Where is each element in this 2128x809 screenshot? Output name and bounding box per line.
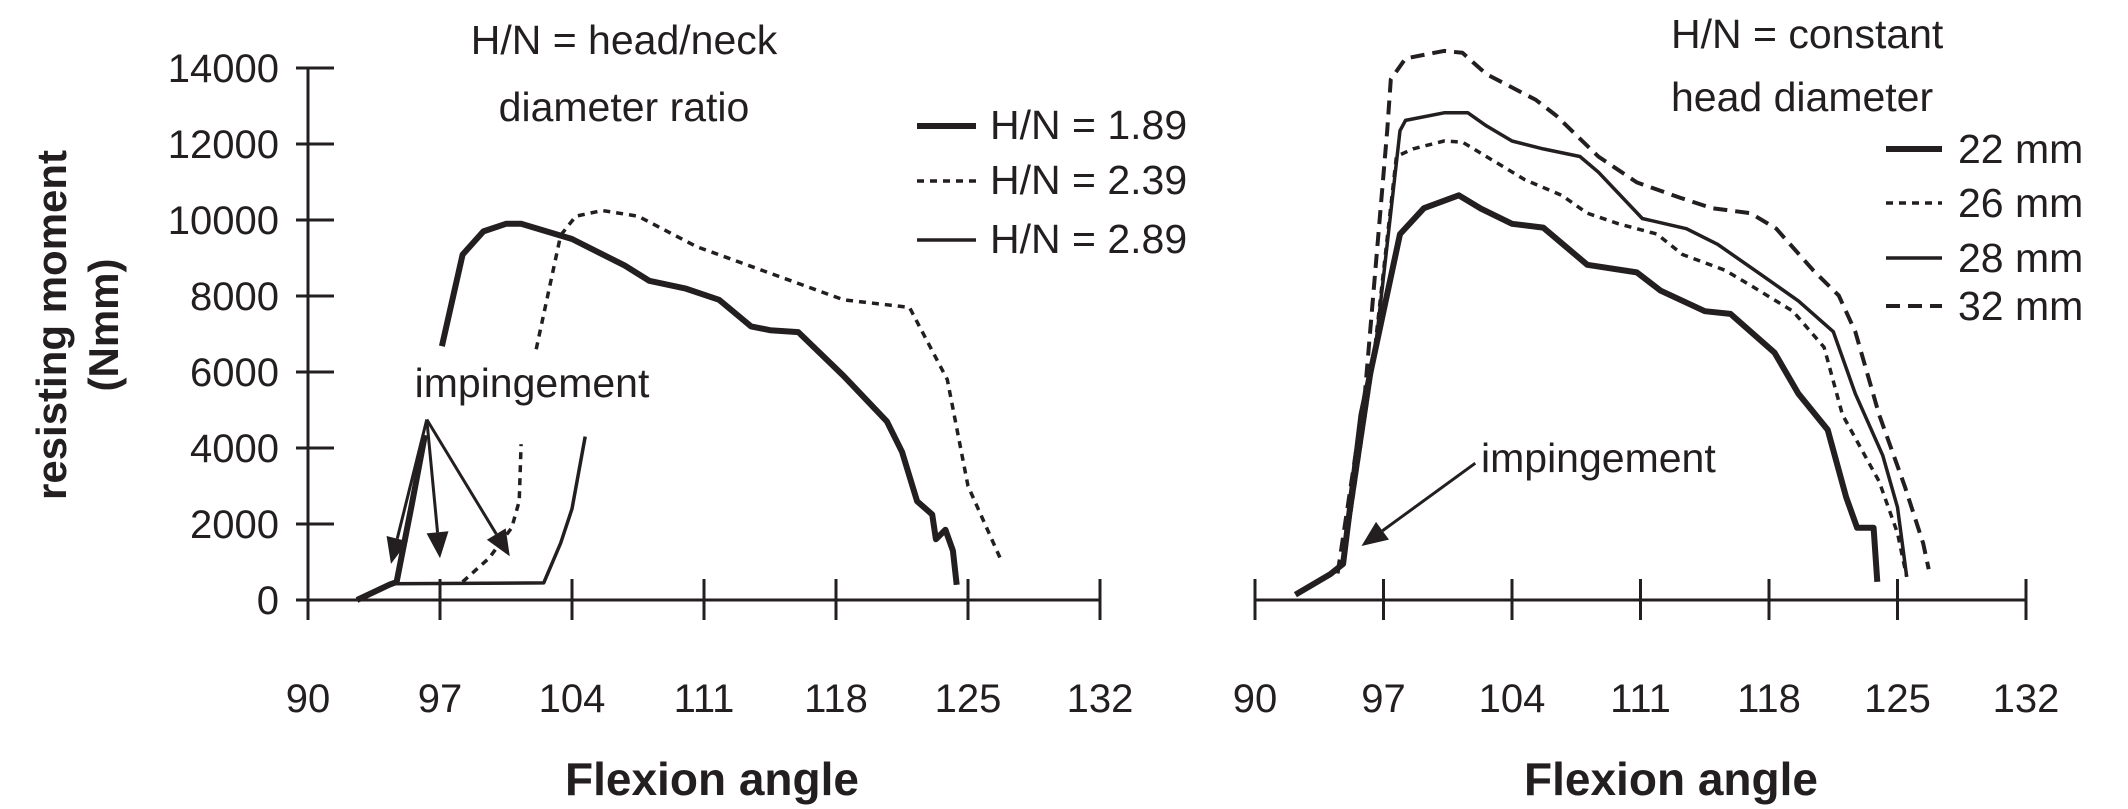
left-title-line-1: H/N = head/neck (471, 17, 778, 63)
legend-label-32mm: 32 mm (1958, 283, 2083, 329)
y-tick-label: 2000 (190, 503, 279, 547)
x-tick-label: 97 (418, 677, 463, 721)
series-h-n-1_89-line (438, 220, 960, 586)
left-title-line-2: diameter ratio (499, 84, 750, 130)
y-tick-label: 0 (257, 579, 279, 623)
x-tick-label: 125 (1864, 677, 1931, 721)
legend-label-28mm: 28 mm (1958, 235, 2083, 281)
y-axis-label-line-2: (Nmm) (80, 259, 127, 392)
x-tick-label: 111 (1610, 677, 1671, 721)
impingement-arrow-shaft (395, 419, 429, 540)
left-series (355, 208, 1004, 603)
series-h-n-2_89-line (389, 436, 587, 586)
left-x-axis-label: Flexion angle (565, 753, 859, 805)
y-tick-label: 6000 (190, 351, 279, 395)
right-title-line-1: H/N = constant (1671, 11, 1944, 57)
impingement-arrow-head (486, 528, 510, 557)
x-tick-label: 118 (1737, 677, 1801, 721)
legend-label-26mm: 26 mm (1958, 180, 2083, 226)
impingement-arrow-shaft (425, 419, 440, 533)
y-axis-label: resisting moment (Nmm) (28, 150, 127, 500)
right-title-line-2: head diameter (1671, 74, 1933, 120)
y-tick-label: 8000 (190, 275, 279, 319)
left-legend: H/N = 1.89 H/N = 2.39 H/N = 2.89 (917, 102, 1187, 262)
left-chart: H/N = head/neck diameter ratio resisting… (28, 17, 1187, 805)
right-legend: 22 mm 26 mm 28 mm 32 mm (1886, 126, 2083, 329)
legend-label-1.89: H/N = 1.89 (990, 102, 1187, 148)
left-impingement-annotation: impingement (415, 360, 650, 406)
y-tick-label: 10000 (168, 199, 279, 243)
x-tick-label: 90 (1233, 677, 1278, 721)
y-tick-label: 4000 (190, 427, 279, 471)
x-tick-label: 132 (1067, 677, 1134, 721)
right-x-axis-label: Flexion angle (1524, 753, 1818, 805)
y-tick-label: 14000 (168, 47, 279, 91)
legend-label-22mm: 22 mm (1958, 126, 2083, 172)
right-series (1293, 48, 1931, 598)
right-impingement-annotation: impingement (1481, 435, 1716, 481)
y-tick-label: 12000 (168, 123, 279, 167)
x-tick-label: 111 (674, 677, 735, 721)
x-tick-label: 97 (1361, 677, 1406, 721)
series-h-n-1_89-line (355, 434, 428, 603)
x-tick-label: 104 (1479, 677, 1546, 721)
legend-label-2.89: H/N = 2.89 (990, 216, 1187, 262)
impingement-arrow-head (1361, 521, 1389, 547)
x-tick-label: 132 (1993, 677, 2060, 721)
right-axes: 90 97 104 111 118 125 132 (1233, 579, 2060, 721)
impingement-arrow-shaft (425, 418, 498, 535)
right-chart: H/N = constant head diameter 90 97 104 111 1… (1233, 11, 2084, 805)
legend-label-2.39: H/N = 2.39 (990, 157, 1187, 203)
series-h-n-2_39-line (534, 208, 1004, 563)
x-tick-label: 125 (935, 677, 1002, 721)
impingement-arrow-head (426, 531, 449, 559)
x-tick-label: 90 (286, 677, 331, 721)
x-tick-label: 118 (804, 677, 868, 721)
impingement-arrow-shaft (1381, 461, 1477, 532)
series-26-mm-line (1341, 139, 1909, 578)
impingement-arrow-head (386, 536, 408, 564)
x-tick-label: 104 (539, 677, 606, 721)
series-28-mm-line (1341, 111, 1909, 578)
left-axes: 90 97 104 111 118 125 132 0 2000 4000 6000 8000 1000… (168, 47, 1134, 721)
series-32-mm-line (1335, 48, 1931, 574)
series-h-n-2_39-line (461, 444, 523, 584)
y-axis-label-line-1: resisting moment (28, 150, 75, 500)
